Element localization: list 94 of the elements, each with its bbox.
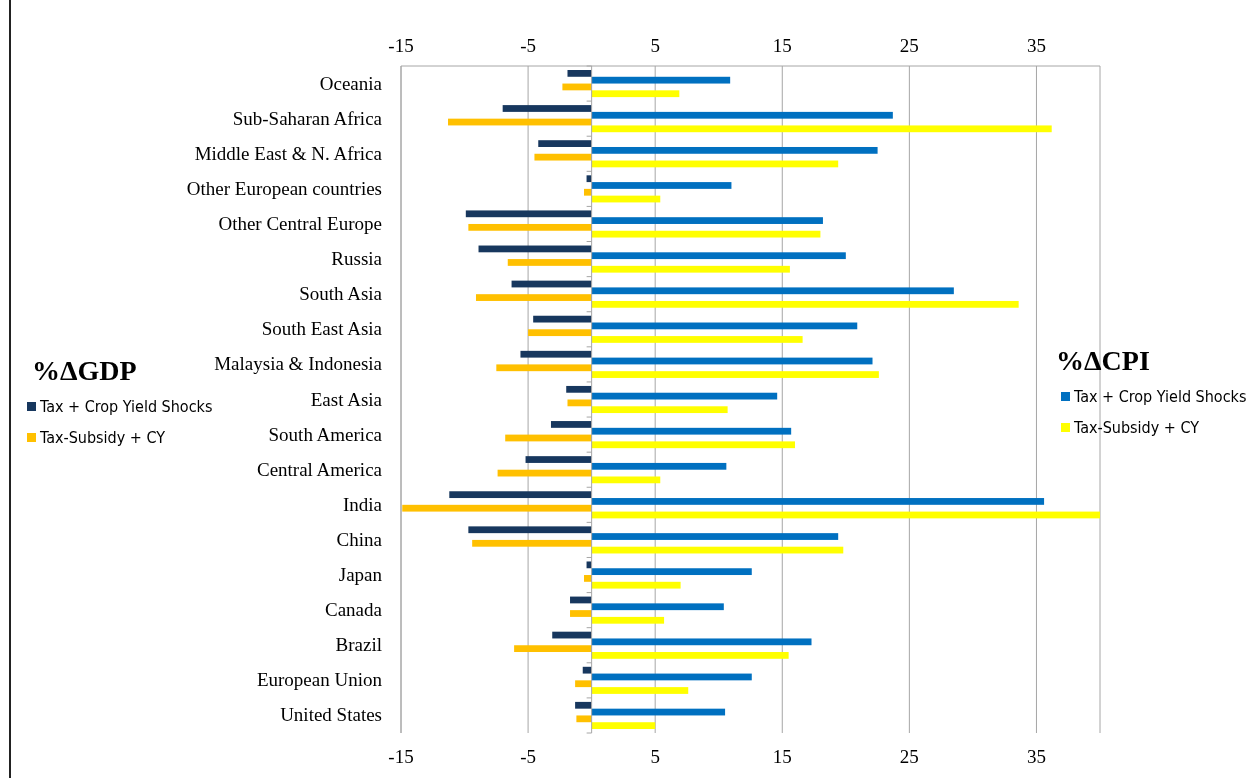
y-tick-label: European Union — [256, 669, 383, 691]
bar — [591, 581, 681, 589]
bar — [591, 722, 656, 729]
bar — [575, 680, 592, 688]
bar — [591, 406, 728, 414]
bar — [591, 336, 803, 343]
bar — [502, 105, 592, 112]
x2-tick-label: 5 — [650, 746, 660, 767]
y-tick-label: Canada — [325, 599, 383, 621]
bar — [591, 265, 790, 273]
x-tick-label: 25 — [899, 35, 919, 56]
x2-tick-label: 35 — [1026, 746, 1046, 767]
bar — [591, 111, 893, 119]
bar — [570, 610, 592, 617]
y-tick-label: Brazil — [335, 634, 382, 656]
y-tick-label: China — [336, 528, 383, 550]
bar — [402, 504, 592, 512]
legend-label: Tax + Crop Yield Shocks — [1073, 387, 1247, 406]
bar — [472, 539, 592, 547]
y-tick-label: South America — [268, 423, 383, 445]
bar — [591, 392, 778, 400]
y-tick-label: Other European countries — [186, 177, 382, 199]
bar — [468, 526, 592, 534]
x2-tick-label: -5 — [520, 746, 536, 767]
x-tick-label: -15 — [388, 35, 414, 56]
bar — [591, 182, 732, 189]
x-tick-label: 15 — [772, 35, 792, 56]
bar — [567, 70, 592, 77]
text: %ΔGDP — [32, 355, 137, 386]
y-tick-label: East Asia — [310, 388, 383, 410]
bar — [584, 575, 592, 582]
legend-label: Tax-Subsidy + CY — [1073, 418, 1200, 437]
bar — [591, 230, 821, 238]
y-tick-label: India — [342, 493, 383, 515]
bar — [591, 533, 839, 540]
bar — [525, 456, 592, 463]
bar — [575, 701, 592, 709]
bar — [591, 568, 752, 576]
y-tick-label: Central America — [256, 458, 383, 480]
bar — [520, 350, 592, 358]
x2-tick-label: 25 — [899, 746, 919, 767]
x-tick-label: -5 — [520, 35, 536, 56]
bar — [538, 140, 592, 147]
bar — [591, 76, 731, 84]
y-tick-label: Middle East & N. Africa — [194, 142, 383, 164]
bar — [591, 125, 1052, 133]
bar — [582, 666, 592, 674]
bar — [449, 491, 592, 499]
y-tick-label: Sub-Saharan Africa — [232, 107, 383, 129]
bar — [533, 315, 592, 323]
y-tick-label: Oceania — [319, 72, 383, 94]
bar — [591, 652, 789, 659]
y-tick-label: Malaysia & Indonesia — [214, 353, 383, 375]
y-tick-label: Japan — [338, 564, 383, 586]
bar — [591, 371, 879, 378]
annotation: %ΔCPI — [1056, 345, 1150, 376]
bar — [591, 146, 878, 154]
bar — [468, 223, 592, 231]
bar — [496, 364, 592, 372]
x-tick-label: 35 — [1026, 35, 1046, 56]
bar — [534, 153, 592, 161]
y-tick-label: South East Asia — [261, 318, 383, 340]
y-tick-label: South Asia — [299, 283, 383, 305]
bar — [465, 210, 592, 218]
bar — [591, 498, 1045, 505]
bar — [576, 715, 592, 723]
x2-tick-label: 15 — [772, 746, 792, 767]
x-tick-label: 5 — [650, 35, 660, 56]
y-tick-label: Russia — [331, 248, 383, 270]
bar — [507, 259, 592, 266]
bar — [591, 687, 689, 694]
bar — [591, 300, 1019, 308]
y-tick-label: United States — [280, 704, 382, 726]
bar — [591, 217, 823, 224]
bar — [591, 476, 661, 484]
bar — [591, 252, 846, 260]
bar — [591, 287, 954, 295]
bar — [550, 421, 592, 428]
bar — [591, 638, 812, 646]
bar — [475, 294, 592, 301]
bar — [591, 441, 795, 449]
bar — [514, 645, 592, 653]
y-tick-label: Other Central Europe — [218, 212, 382, 234]
bar — [591, 427, 792, 435]
legend-label: Tax-Subsidy + CY — [39, 428, 166, 447]
x2-tick-label: -15 — [388, 746, 414, 767]
bar — [591, 90, 680, 98]
bar — [591, 462, 727, 470]
bar — [566, 385, 592, 393]
bar — [584, 188, 592, 196]
bar — [528, 329, 592, 337]
legend-label: Tax + Crop Yield Shocks — [39, 397, 213, 416]
bar — [591, 616, 665, 624]
bar — [591, 603, 724, 611]
